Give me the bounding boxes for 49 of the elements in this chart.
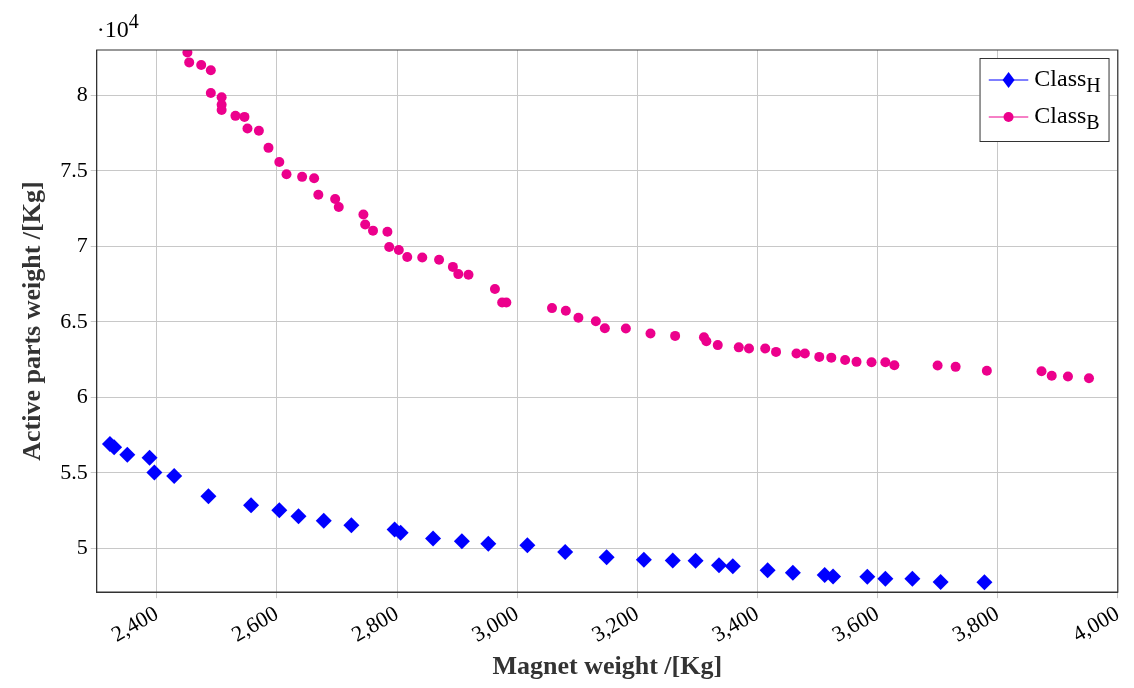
x-tick-label: 3,400 bbox=[707, 600, 763, 647]
point bbox=[598, 549, 615, 566]
y-tick-label: 6.5 bbox=[60, 307, 88, 333]
point bbox=[425, 530, 442, 547]
legend-label: Class$_{B}$ bbox=[1034, 101, 1100, 133]
point bbox=[784, 564, 801, 581]
point bbox=[635, 551, 652, 568]
point bbox=[724, 558, 741, 575]
point bbox=[480, 535, 497, 552]
point bbox=[877, 570, 894, 587]
x-tick-label: 3,200 bbox=[587, 600, 643, 647]
point bbox=[166, 468, 183, 485]
point bbox=[932, 573, 949, 590]
y-tick-label: 7.5 bbox=[60, 156, 88, 182]
x-tick-label: 3,800 bbox=[947, 600, 1004, 647]
point bbox=[687, 552, 704, 569]
point bbox=[859, 568, 876, 585]
point bbox=[119, 446, 136, 463]
x-tick-label: 3,000 bbox=[467, 600, 523, 647]
point bbox=[664, 552, 681, 569]
point bbox=[453, 533, 470, 550]
point bbox=[290, 508, 307, 525]
point bbox=[315, 512, 332, 529]
legend-label: Class$_{H}$ bbox=[1034, 65, 1101, 96]
point bbox=[343, 517, 360, 534]
x-tick-label: 2,600 bbox=[226, 600, 283, 647]
x-tick-label: 2,800 bbox=[347, 600, 403, 647]
y-tick-label: 5 bbox=[76, 534, 88, 560]
y-axis-title: Active parts weight /[Kg] bbox=[17, 181, 47, 461]
point bbox=[976, 574, 993, 591]
x-tick-label: 3,600 bbox=[827, 600, 883, 647]
y-tick-label: 8 bbox=[76, 81, 88, 107]
point bbox=[243, 497, 260, 514]
y-tick-label: 5.5 bbox=[60, 458, 88, 484]
point bbox=[519, 537, 536, 554]
point bbox=[141, 449, 158, 466]
point bbox=[146, 464, 163, 481]
point bbox=[271, 502, 288, 519]
x-tick-label: 4,000 bbox=[1067, 600, 1124, 647]
point bbox=[200, 488, 217, 505]
x-tick-label: 2,400 bbox=[106, 600, 163, 647]
point bbox=[557, 544, 574, 561]
x-axis-title: Magnet weight /[Kg] bbox=[492, 651, 723, 681]
y-tick-label: 7 bbox=[76, 232, 88, 258]
point bbox=[759, 562, 776, 579]
point bbox=[710, 557, 727, 574]
text: ·10$^{4}$ bbox=[96, 10, 139, 43]
y-tick-label: 6 bbox=[76, 383, 88, 409]
point bbox=[904, 570, 921, 587]
